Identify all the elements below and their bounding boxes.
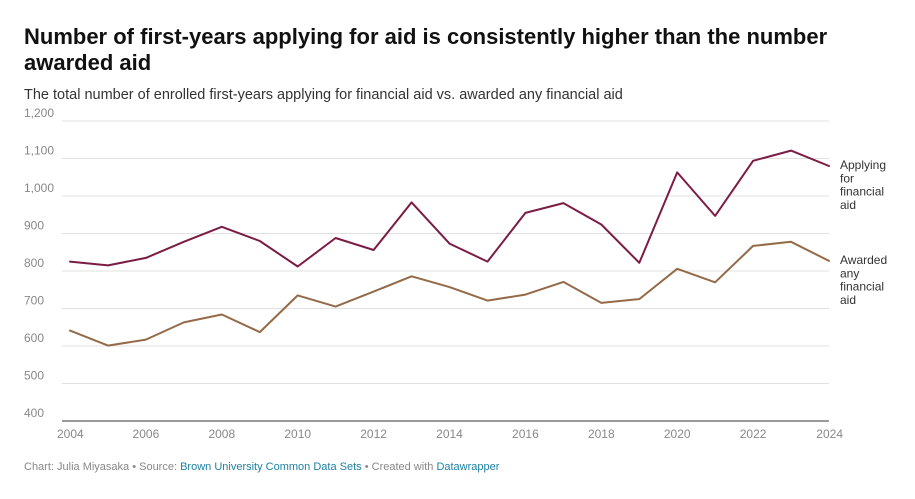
x-tick-label: 2020 (664, 427, 691, 441)
chart-credit: Chart: Julia Miyasaka • Source: (24, 461, 181, 473)
series-label-awarded: aid (840, 293, 856, 307)
series-line-awarded (69, 240, 830, 347)
y-tick-label: 800 (24, 256, 44, 270)
chart-footer: Chart: Julia Miyasaka • Source: Brown Un… (24, 461, 499, 473)
series-label-awarded: financial (840, 280, 884, 294)
x-axis-tick-labels: 2004 2006 2008 2010 2012 2014 2016 2018 2020 2022… (57, 427, 843, 441)
x-tick-label: 2022 (740, 427, 767, 441)
y-axis-tick-labels: 400 500 600 700 800 900 1,000 1,100 1,200 (24, 106, 54, 420)
grid-lines (62, 120, 829, 422)
y-tick-label: 900 (24, 219, 44, 233)
y-tick-label: 400 (24, 406, 44, 420)
series-label-awarded: Awarded (840, 253, 887, 267)
x-tick-label: 2008 (208, 427, 235, 441)
x-tick-label: 2004 (57, 427, 84, 441)
y-tick-label: 1,100 (24, 144, 54, 158)
series-label-applying: aid (840, 198, 856, 212)
series-label-awarded: any (840, 266, 859, 280)
datawrapper-link[interactable]: Datawrapper (436, 461, 500, 473)
x-tick-label: 2016 (512, 427, 539, 441)
source-link[interactable]: Brown University Common Data Sets (180, 461, 362, 473)
x-tick-label: 2024 (816, 427, 843, 441)
x-tick-label: 2018 (588, 427, 615, 441)
y-tick-label: 700 (24, 294, 44, 308)
x-tick-label: 2012 (360, 427, 387, 441)
x-tick-label: 2010 (284, 427, 311, 441)
chart-title: Number of first-years applying for aid i… (24, 24, 828, 75)
created-with-text: • Created with (361, 461, 437, 473)
y-tick-label: 500 (24, 369, 44, 383)
series-line-applying (69, 149, 830, 268)
chart-subtitle: The total number of enrolled first-years… (24, 87, 623, 103)
x-tick-label: 2006 (133, 427, 160, 441)
series-lines (69, 149, 830, 347)
series-label-applying: financial (840, 185, 884, 199)
x-tick-label: 2014 (436, 427, 463, 441)
y-tick-label: 1,200 (24, 106, 54, 120)
y-tick-label: 600 (24, 331, 44, 345)
series-label-applying: Applying (840, 158, 886, 172)
series-labels: ApplyingforfinancialaidAwardedanyfinanci… (840, 158, 887, 307)
y-tick-label: 1,000 (24, 181, 54, 195)
series-label-applying: for (840, 171, 854, 185)
